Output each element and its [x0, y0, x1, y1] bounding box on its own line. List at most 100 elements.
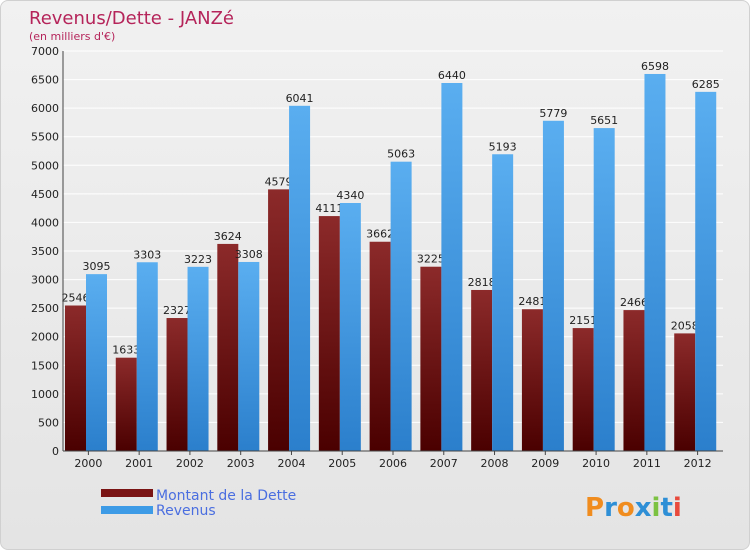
x-tick-label: 2000 [74, 457, 102, 470]
x-tick-label: 2012 [684, 457, 712, 470]
data-label-debt: 2151 [569, 314, 597, 327]
bar-revenus [390, 161, 412, 451]
bar-debt [420, 266, 442, 451]
y-tick-label: 3000 [31, 274, 59, 287]
y-axis-ticks: 0 500 1000 1500 2000 2500 3000 3500 4000 4500 5000… [31, 45, 59, 458]
bar-debt [217, 243, 239, 451]
logo-letter: x [635, 493, 652, 523]
data-label-debt: 2481 [518, 295, 546, 308]
bar-debt [268, 189, 290, 452]
logo-letter: t [660, 493, 672, 523]
bar-revenus [593, 128, 615, 451]
data-label-debt: 2466 [620, 296, 648, 309]
data-label-debt: 4579 [265, 175, 293, 188]
legend-label-debt: Montant de la Dette [156, 488, 296, 504]
data-label-debt: 2058 [671, 319, 699, 332]
logo-letter: P [585, 493, 604, 523]
x-tick-label: 2009 [531, 457, 559, 470]
data-label-revenus: 5063 [387, 148, 415, 161]
x-tick-label: 2007 [430, 457, 458, 470]
bar-revenus [86, 274, 107, 451]
data-label-debt: 3624 [214, 230, 242, 243]
bar-debt [623, 310, 645, 451]
logo-letter: r [604, 493, 617, 523]
chart-subtitle: (en milliers d'€) [29, 30, 115, 43]
bar-revenus [542, 120, 564, 452]
bar-debt [115, 357, 137, 451]
data-label-debt: 1633 [112, 344, 140, 357]
bar-revenus [695, 91, 717, 451]
y-tick-label: 5500 [31, 131, 59, 144]
data-label-debt: 4111 [315, 202, 343, 215]
chart-title: Revenus/Dette - JANZé [29, 8, 234, 29]
y-tick-label: 7000 [31, 45, 59, 58]
legend: Montant de la Dette Revenus [101, 488, 296, 519]
y-tick-label: 0 [52, 445, 59, 458]
y-tick-label: 4000 [31, 216, 59, 229]
data-label-revenus: 6598 [641, 60, 669, 73]
x-tick-label: 2003 [227, 457, 255, 470]
x-tick-label: 2011 [633, 457, 661, 470]
x-tick-label: 2005 [328, 457, 356, 470]
bar-revenus [339, 203, 361, 451]
data-label-revenus: 6041 [286, 92, 314, 105]
y-tick-label: 3500 [31, 245, 59, 258]
y-tick-label: 4500 [31, 188, 59, 201]
bar-revenus [187, 266, 209, 451]
y-tick-label: 2500 [31, 302, 59, 315]
bar-revenus [644, 73, 666, 451]
bar-debt [65, 305, 86, 451]
data-label-revenus: 3095 [83, 260, 111, 273]
bar-debt [521, 309, 543, 451]
data-label-revenus: 3223 [184, 253, 212, 266]
x-tick-label: 2004 [277, 457, 305, 470]
x-tick-label: 2002 [176, 457, 204, 470]
y-tick-label: 6000 [31, 102, 59, 115]
legend-swatch-debt [101, 489, 153, 497]
data-label-revenus: 3308 [235, 248, 263, 261]
legend-label-revenus: Revenus [156, 503, 216, 519]
y-tick-label: 1000 [31, 388, 59, 401]
x-tick-label: 2008 [481, 457, 509, 470]
bar-revenus [289, 105, 311, 452]
data-label-revenus: 5193 [489, 140, 517, 153]
data-label-debt: 2818 [468, 276, 496, 289]
legend-swatch-revenus [101, 506, 153, 514]
bar-revenus [441, 83, 463, 451]
bar-debt [318, 216, 340, 451]
logo-letter: o [617, 493, 635, 523]
data-label-revenus: 6285 [692, 78, 720, 91]
y-tick-label: 1500 [31, 359, 59, 372]
data-label-revenus: 5651 [590, 114, 618, 127]
bar-debt [572, 328, 594, 451]
bar-debt [369, 241, 391, 451]
y-tick-label: 5000 [31, 159, 59, 172]
logo-letter: i [673, 493, 682, 523]
data-label-revenus: 5779 [539, 107, 567, 120]
x-tick-label: 2010 [582, 457, 610, 470]
data-label-debt: 3225 [417, 253, 445, 266]
y-tick-label: 500 [38, 416, 59, 429]
y-tick-label: 2000 [31, 331, 59, 344]
bar-debt [166, 318, 188, 451]
data-label-revenus: 6440 [438, 69, 466, 82]
data-label-debt: 2327 [163, 304, 191, 317]
data-label-revenus: 4340 [336, 189, 364, 202]
x-tick-label: 2001 [125, 457, 153, 470]
bar-revenus [492, 154, 514, 451]
bar-debt [674, 333, 696, 451]
data-label-debt: 2546 [62, 292, 90, 305]
data-label-debt: 3662 [366, 228, 394, 241]
bar-revenus [238, 261, 260, 451]
bar-debt [471, 289, 493, 451]
proxiti-logo: Proxiti [585, 493, 682, 523]
y-tick-label: 6500 [31, 74, 59, 87]
logo-letter: i [652, 493, 661, 523]
x-axis-ticks: 2000 2001 2002 2003 2004 2005 2006 2007 2008 2009… [74, 451, 712, 470]
data-label-revenus: 3303 [133, 248, 161, 261]
x-tick-label: 2006 [379, 457, 407, 470]
bar-revenus [136, 262, 158, 451]
